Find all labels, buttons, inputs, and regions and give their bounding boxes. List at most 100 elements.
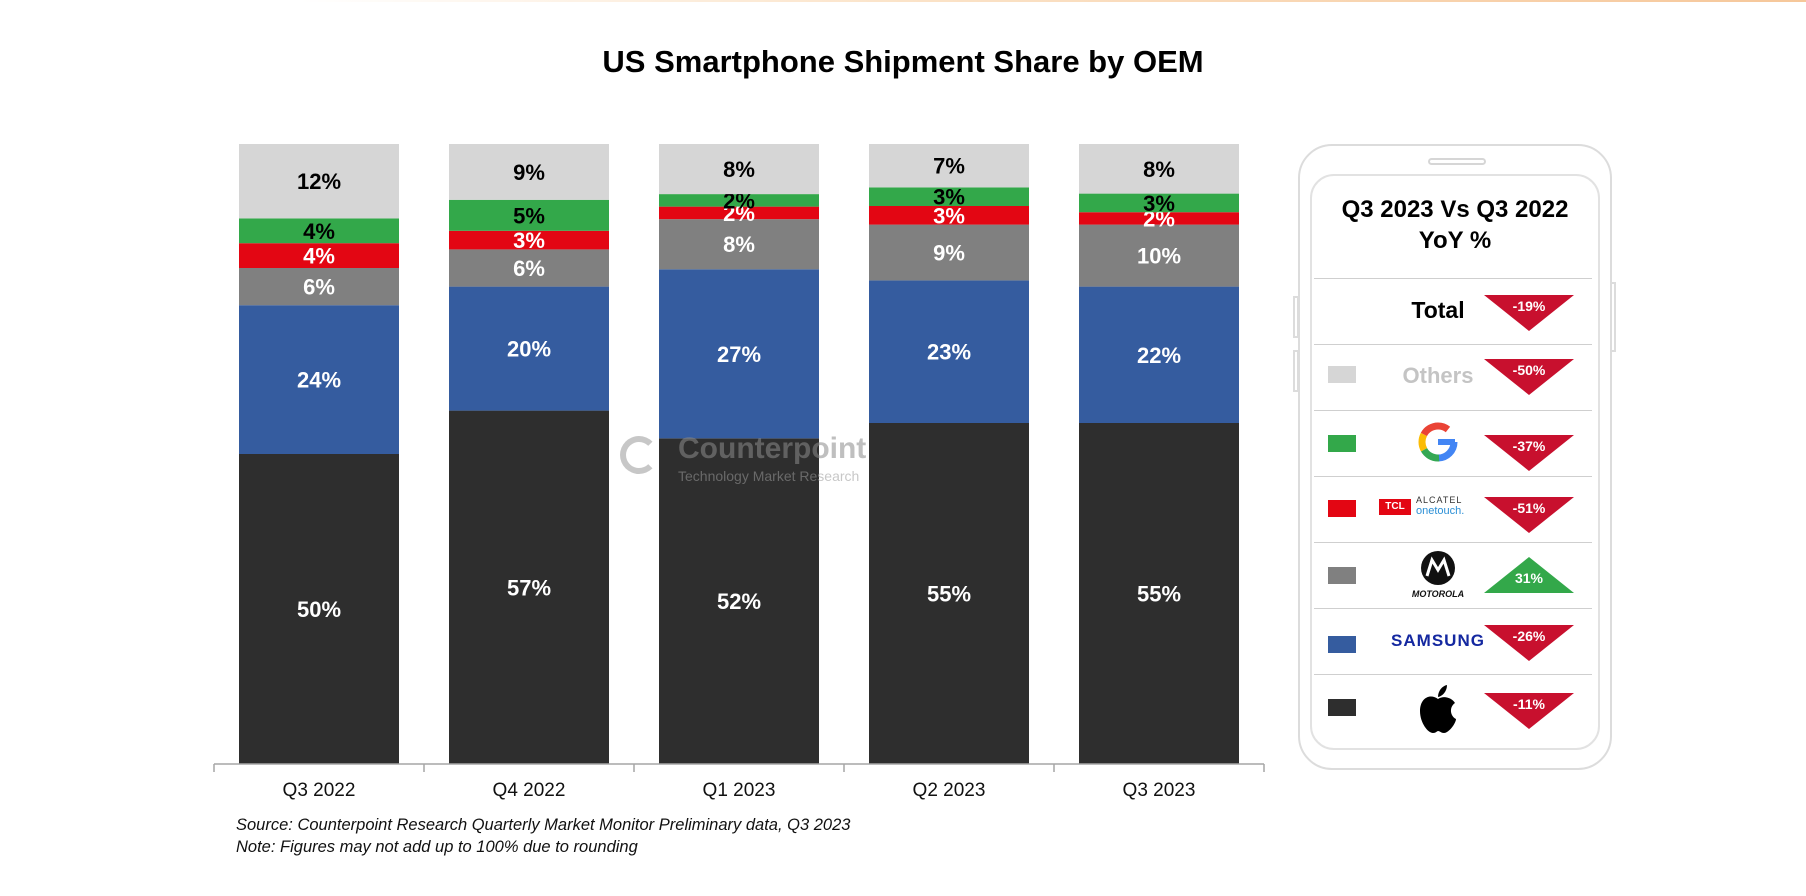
x-tick-label: Q3 2022	[283, 780, 356, 801]
bar-segment-others	[239, 144, 399, 219]
yoy-change-down: -37%	[1484, 435, 1574, 471]
data-label-tcl-alcatel: 4%	[303, 244, 335, 269]
yoy-title-line2: YoY %	[1418, 227, 1492, 254]
yoy-title-line1: Q3 2023 Vs Q3 2022	[1341, 196, 1569, 223]
yoy-value-tcl-alcatel: -51%	[1512, 500, 1546, 516]
samsung-swatch	[1328, 636, 1356, 653]
bar-segment-motorola	[449, 249, 609, 287]
yoy-change-down: -19%	[1484, 295, 1574, 331]
phone-side-button	[1610, 282, 1616, 352]
tcl-swatch	[1328, 500, 1356, 517]
yoy-row-samsung: SAMSUNG -26%	[1314, 608, 1592, 675]
data-label-motorola: 6%	[303, 275, 335, 300]
watermark-name: Counterpoint	[678, 432, 867, 465]
data-label-samsung: 22%	[1137, 343, 1181, 368]
bar-segment-others	[659, 144, 819, 195]
bar-segment-motorola	[1079, 224, 1239, 287]
bar-segment-tcl-alcatel	[449, 230, 609, 250]
yoy-panel-title: Q3 2023 Vs Q3 2022 YoY %	[1316, 194, 1594, 256]
data-label-tcl-alcatel: 3%	[933, 203, 965, 228]
data-label-google: 3%	[933, 185, 965, 210]
data-label-others: 9%	[513, 160, 545, 185]
data-label-google: 5%	[513, 203, 545, 228]
yoy-value-samsung: -26%	[1512, 628, 1546, 644]
bar-segment-apple	[659, 438, 819, 764]
bar-segment-samsung	[869, 280, 1029, 423]
yoy-row-motorola: MOTOROLA 31%	[1314, 542, 1592, 609]
data-label-apple: 55%	[1137, 582, 1181, 607]
yoy-row-tcl-alcatel: TCL ALCATEL onetouch. -51%	[1314, 476, 1592, 543]
data-label-apple: 52%	[717, 589, 761, 614]
bar-segment-google	[869, 187, 1029, 206]
bar-segment-apple	[1079, 423, 1239, 764]
bar-segment-samsung	[659, 269, 819, 439]
data-label-others: 8%	[1143, 157, 1175, 182]
bar-segment-others	[449, 144, 609, 200]
bar-segment-samsung	[449, 286, 609, 411]
bar-segment-others	[1079, 144, 1239, 194]
yoy-row-apple: -11%	[1314, 674, 1592, 741]
yoy-row-total: Total -19%	[1314, 278, 1592, 345]
yoy-value-others: -50%	[1512, 362, 1546, 378]
yoy-change-down: -11%	[1484, 693, 1574, 729]
data-label-google: 4%	[303, 219, 335, 244]
data-label-samsung: 24%	[297, 368, 341, 393]
data-label-others: 8%	[723, 157, 755, 182]
yoy-change-up: 31%	[1484, 557, 1574, 593]
data-label-motorola: 9%	[933, 241, 965, 266]
data-label-apple: 57%	[507, 575, 551, 600]
bar-segment-motorola	[239, 268, 399, 306]
data-label-others: 7%	[933, 154, 965, 179]
x-tick-label: Q2 2023	[913, 780, 986, 801]
yoy-change-down: -51%	[1484, 497, 1574, 533]
chart-title: US Smartphone Shipment Share by OEM	[602, 44, 1204, 79]
bar-segment-google	[659, 194, 819, 207]
motorola-swatch	[1328, 567, 1356, 584]
yoy-change-down: -50%	[1484, 359, 1574, 395]
bar-segment-samsung	[1079, 286, 1239, 423]
data-label-others: 12%	[297, 169, 341, 194]
bar-segment-motorola	[869, 224, 1029, 281]
motorola-logo-icon: MOTOROLA	[1372, 551, 1504, 603]
x-tick-label: Q4 2022	[493, 780, 566, 801]
data-label-apple: 55%	[927, 582, 971, 607]
data-label-google: 3%	[1143, 191, 1175, 216]
data-label-motorola: 6%	[513, 256, 545, 281]
google-swatch	[1328, 435, 1356, 452]
phone-screen	[1310, 174, 1600, 750]
phone-side-button	[1293, 350, 1299, 392]
x-tick-label: Q3 2023	[1123, 780, 1196, 801]
data-label-motorola: 10%	[1137, 244, 1181, 269]
bar-segment-google	[1079, 193, 1239, 213]
tcl-alcatel-logo-icon: TCL ALCATEL onetouch.	[1372, 495, 1504, 519]
yoy-value-apple: -11%	[1513, 696, 1545, 712]
bar-segment-google	[449, 199, 609, 231]
bar-segment-others	[869, 144, 1029, 188]
source-note: Source: Counterpoint Research Quarterly …	[236, 816, 851, 834]
yoy-value-motorola: 31%	[1514, 570, 1544, 586]
x-tick-label: Q1 2023	[703, 780, 776, 801]
data-label-tcl-alcatel: 3%	[513, 228, 545, 253]
data-label-apple: 50%	[297, 597, 341, 622]
rounding-note: Note: Figures may not add up to 100% due…	[236, 838, 638, 856]
apple-logo-icon	[1372, 683, 1504, 737]
bar-segment-apple	[239, 454, 399, 764]
yoy-value-google: -37%	[1512, 438, 1546, 454]
yoy-value-total: -19%	[1512, 298, 1546, 314]
data-label-motorola: 8%	[723, 232, 755, 257]
bar-segment-tcl-alcatel	[1079, 212, 1239, 225]
bar-segment-apple	[869, 423, 1029, 764]
yoy-change-down: -26%	[1484, 625, 1574, 661]
data-label-samsung: 27%	[717, 342, 761, 367]
counterpoint-watermark: Counterpoint Technology Market Research	[620, 432, 880, 492]
data-label-samsung: 23%	[927, 340, 971, 365]
bar-segment-google	[239, 218, 399, 244]
bar-segment-motorola	[659, 219, 819, 270]
data-label-samsung: 20%	[507, 337, 551, 362]
phone-frame	[1298, 144, 1612, 770]
phone-speaker	[1428, 158, 1486, 165]
brand-others: Others	[1402, 363, 1474, 388]
samsung-logo-icon: SAMSUNG	[1391, 631, 1485, 650]
top-accent-line	[300, 0, 1806, 2]
